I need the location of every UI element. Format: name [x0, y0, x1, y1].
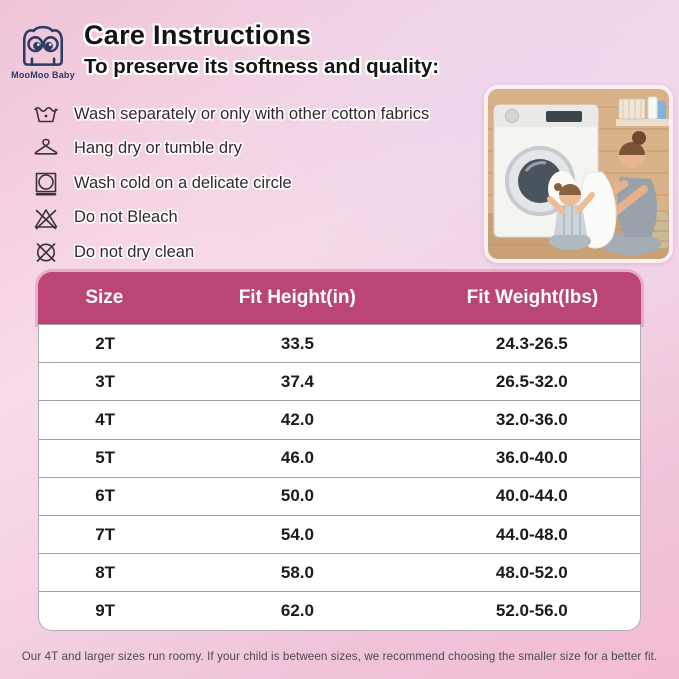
header: Care Instructions To preserve its softne… [84, 20, 439, 79]
table-row: 6T 50.0 40.0-44.0 [39, 476, 640, 515]
cell-size: 6T [95, 486, 116, 506]
care-item-label: Wash separately or only with other cotto… [74, 104, 430, 123]
cell-height: 54.0 [280, 524, 314, 544]
column-header-weight: Fit Weight(lbs) [466, 287, 599, 308]
owl-logo-icon [10, 22, 76, 68]
column-header-height: Fit Height(in) [238, 287, 356, 308]
table-row: 9T 62.0 52.0-56.0 [39, 591, 640, 629]
fit-advice-note: Our 4T and larger sizes run roomy. If yo… [21, 650, 658, 663]
cell-height: 42.0 [280, 409, 314, 429]
table-row: 4T 42.0 32.0-36.0 [39, 400, 640, 438]
size-chart: Size Fit Height(in) Fit Weight(lbs) 2T 3… [38, 272, 641, 631]
cell-size: 2T [95, 333, 116, 353]
care-item-label: Do not Bleach [74, 208, 178, 227]
table-row: 5T 46.0 36.0-40.0 [39, 438, 640, 477]
cell-size: 9T [95, 600, 116, 620]
cell-height: 62.0 [280, 600, 314, 620]
cell-weight: 32.0-36.0 [495, 409, 568, 429]
cell-height: 50.0 [280, 486, 314, 506]
care-item-hang-dry: Hang dry or tumble dry [30, 132, 429, 167]
laundry-photo [484, 85, 673, 263]
care-item-label: Hang dry or tumble dry [74, 139, 242, 158]
cell-weight: 52.0-56.0 [495, 600, 568, 620]
care-item-delicate-wash: Wash cold on a delicate circle [30, 166, 429, 201]
cell-weight: 24.3-26.5 [495, 333, 568, 353]
delicate-wash-icon [30, 169, 62, 197]
cell-height: 46.0 [280, 448, 314, 468]
column-header-size: Size [85, 287, 124, 308]
table-row: 2T 33.5 24.3-26.5 [39, 324, 640, 362]
cell-size: 4T [95, 409, 116, 429]
cell-size: 7T [95, 524, 116, 544]
care-item-wash: Wash separately or only with other cotto… [30, 97, 429, 132]
cell-size: 8T [95, 562, 116, 582]
do-not-dry-clean-icon [30, 238, 62, 266]
page-title: Care Instructions [84, 20, 312, 50]
brand-logo: MooMoo Baby [10, 22, 76, 80]
care-item-label: Wash cold on a delicate circle [74, 173, 292, 192]
size-chart-body: 2T 33.5 24.3-26.5 3T 37.4 26.5-32.0 4T 4… [38, 324, 641, 631]
washtub-icon [30, 100, 62, 128]
cell-height: 58.0 [280, 562, 314, 582]
cell-weight: 48.0-52.0 [495, 562, 568, 582]
brand-name: MooMoo Baby [11, 70, 75, 80]
cell-size: 3T [95, 371, 116, 391]
cell-weight: 44.0-48.0 [495, 524, 568, 544]
cell-height: 37.4 [280, 371, 314, 391]
table-row: 3T 37.4 26.5-32.0 [39, 362, 640, 400]
hanger-icon [30, 135, 62, 163]
cell-weight: 40.0-44.0 [495, 486, 568, 506]
table-row: 7T 54.0 44.0-48.0 [39, 514, 640, 553]
table-row: 8T 58.0 48.0-52.0 [39, 553, 640, 591]
care-item-no-bleach: Do not Bleach [30, 201, 429, 236]
cell-weight: 26.5-32.0 [495, 371, 568, 391]
care-item-label: Do not dry clean [74, 242, 195, 261]
size-chart-header-row: Size Fit Height(in) Fit Weight(lbs) [38, 272, 641, 324]
cell-height: 33.5 [280, 333, 314, 353]
cell-size: 5T [95, 448, 116, 468]
do-not-bleach-icon [30, 204, 62, 232]
care-instruction-list: Wash separately or only with other cotto… [30, 97, 429, 270]
page-subtitle: To preserve its softness and quality: [84, 55, 440, 78]
cell-weight: 36.0-40.0 [495, 448, 568, 468]
care-item-no-dry-clean: Do not dry clean [30, 235, 429, 270]
